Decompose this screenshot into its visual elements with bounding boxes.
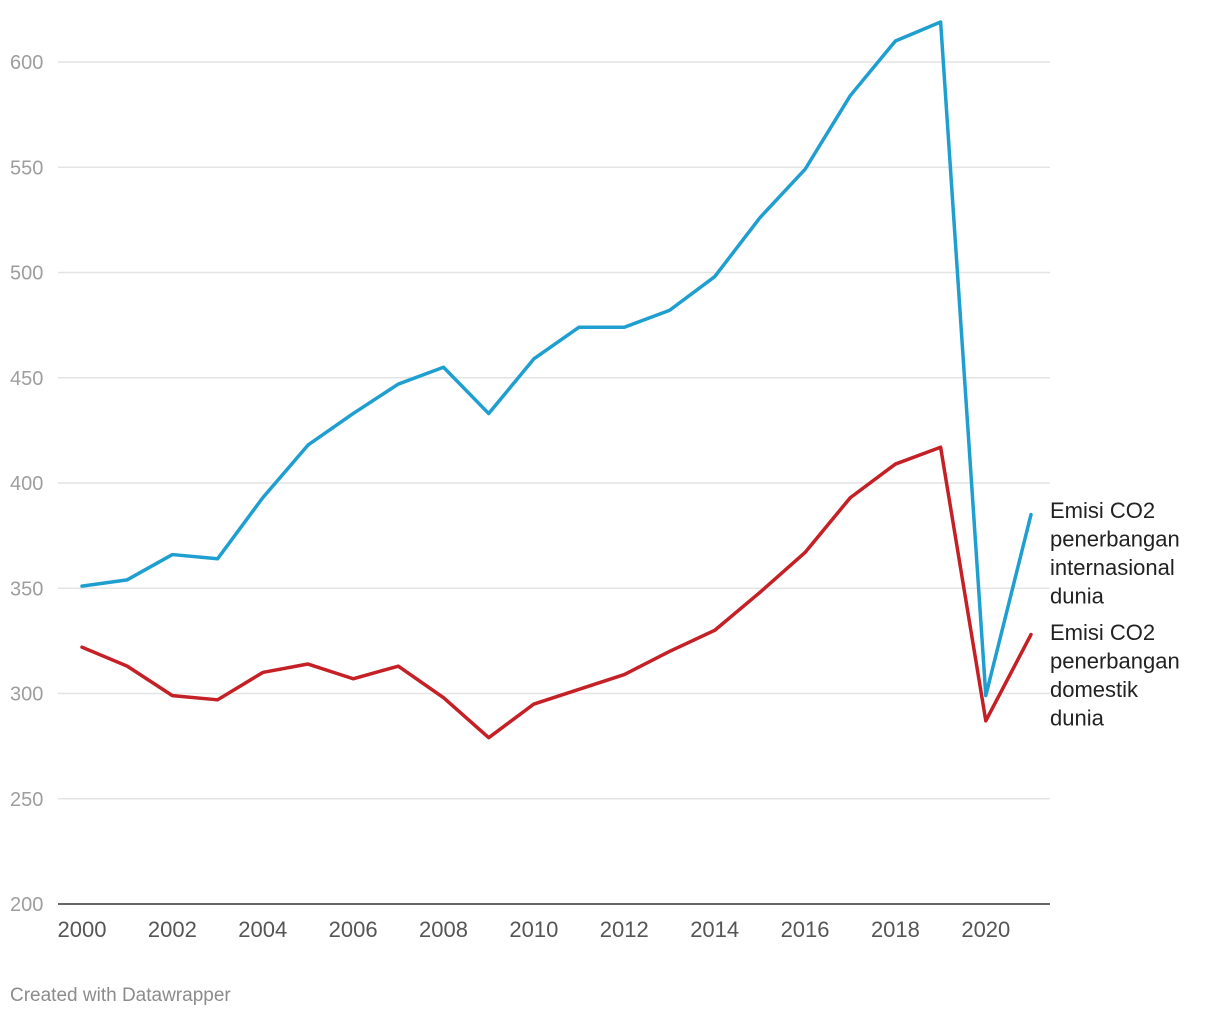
series-label-domestic: Emisi CO2 penerbangan domestik dunia (1050, 620, 1180, 731)
x-tick-label: 2020 (961, 917, 1010, 942)
line-chart: 200 250 300 350 400 450 500 550 600 2000 2002 2004… (10, 20, 1180, 942)
x-tick-label: 2016 (781, 917, 830, 942)
series-labels: Emisi CO2 penerbangan internasional duniaEm… (1050, 498, 1180, 731)
x-tick-label: 2010 (509, 917, 558, 942)
series-label-line: penerbangan (1050, 527, 1180, 552)
x-axis-ticks: 2000 2002 2004 2006 2008 2010 2012 2014 2016 2018… (58, 917, 1011, 942)
series-label-line: internasional (1050, 555, 1175, 580)
x-tick-label: 2008 (419, 917, 468, 942)
y-tick-label: 450 (10, 368, 43, 390)
x-tick-label: 2002 (148, 917, 197, 942)
y-tick-label: 350 (10, 578, 43, 600)
y-tick-label: 300 (10, 684, 43, 706)
x-tick-label: 2004 (238, 917, 287, 942)
y-tick-label: 200 (10, 894, 43, 916)
series-label-line: Emisi CO2 (1050, 620, 1155, 645)
series-label-line: Emisi CO2 (1050, 498, 1155, 523)
series-label-line: domestik (1050, 677, 1139, 702)
series-label-line: penerbangan (1050, 649, 1180, 674)
x-tick-label: 2012 (600, 917, 649, 942)
series-line-domestic (80, 445, 1033, 740)
x-tick-label: 2018 (871, 917, 920, 942)
x-tick-label: 2006 (329, 917, 378, 942)
y-tick-label: 600 (10, 52, 43, 74)
y-tick-label: 400 (10, 473, 43, 495)
series-label-international: Emisi CO2 penerbangan internasional dunia (1050, 498, 1180, 609)
y-axis-ticks: 200 250 300 350 400 450 500 550 600 (10, 52, 43, 916)
gridlines (58, 61, 1050, 905)
series-line-international (80, 20, 1033, 698)
series-label-line: dunia (1050, 706, 1105, 731)
series-label-line: dunia (1050, 584, 1105, 609)
y-tick-label: 550 (10, 157, 43, 179)
x-tick-label: 2000 (58, 917, 107, 942)
credit-footer: Created with Datawrapper (10, 985, 231, 1006)
series-lines (80, 20, 1033, 740)
y-tick-label: 500 (10, 263, 43, 285)
x-tick-label: 2014 (690, 917, 739, 942)
y-tick-label: 250 (10, 789, 43, 811)
